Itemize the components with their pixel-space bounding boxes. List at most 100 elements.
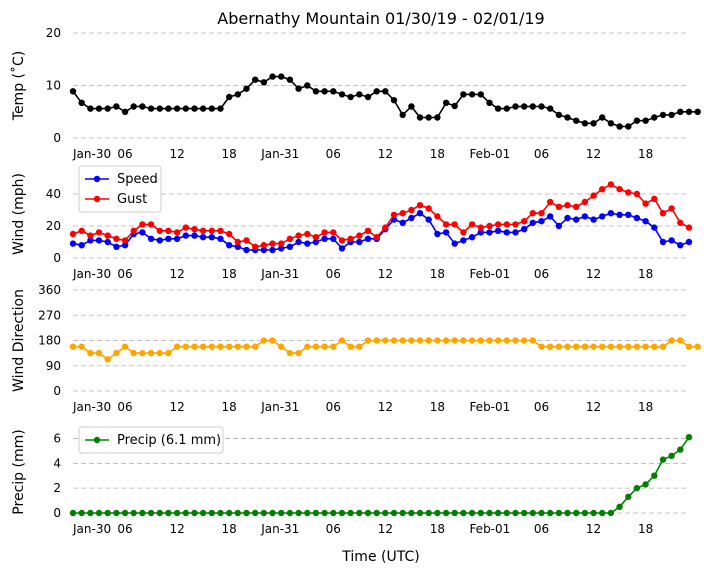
x-tick-label-precip: 18 <box>222 522 237 536</box>
data-point-dir-0-42 <box>434 337 441 344</box>
x-tick-label-precip: 12 <box>586 522 601 536</box>
data-point-precip-0-42 <box>434 509 441 517</box>
data-point-wind-0-64 <box>625 211 632 218</box>
data-point-temp-0-48 <box>486 99 493 107</box>
x-tick-label-precip: 06 <box>326 522 341 536</box>
data-point-wind-0-5 <box>113 243 120 250</box>
data-point-wind-1-45 <box>460 229 467 236</box>
data-point-wind-1-50 <box>503 221 510 228</box>
legend-precip: Precip (6.1 mm) <box>78 426 224 454</box>
data-point-temp-0-15 <box>199 105 207 112</box>
data-point-temp-0-66 <box>642 117 649 124</box>
data-point-precip-0-5 <box>113 509 120 517</box>
data-point-temp-0-56 <box>555 111 563 119</box>
x-tick-label-temp: 18 <box>222 147 237 161</box>
x-tick-label-wind: 12 <box>378 267 393 281</box>
data-point-temp-0-58 <box>573 117 580 124</box>
x-tick-label-wind: 18 <box>430 267 445 281</box>
data-point-temp-0-64 <box>625 123 632 130</box>
data-point-dir-0-47 <box>477 337 484 344</box>
data-point-dir-0-49 <box>494 337 502 344</box>
x-tick-label-precip: 06 <box>117 522 132 536</box>
data-point-dir-0-55 <box>547 343 554 350</box>
x-tick-label-wind: 18 <box>638 267 653 281</box>
data-point-wind-1-20 <box>243 237 250 244</box>
data-point-wind-0-71 <box>685 238 693 246</box>
data-point-wind-1-11 <box>165 227 172 234</box>
data-point-dir-0-30 <box>330 343 337 350</box>
data-point-precip-0-69 <box>668 452 675 459</box>
data-point-wind-1-25 <box>286 235 294 242</box>
data-point-temp-0-59 <box>581 120 589 127</box>
data-point-precip-0-70 <box>677 446 684 453</box>
legend-wind: Speed Gust <box>78 165 162 213</box>
data-point-precip-0-17 <box>217 509 224 517</box>
data-point-dir-0-68 <box>659 343 667 350</box>
data-point-dir-0-14 <box>191 343 198 350</box>
x-tick-label-dir: 06 <box>326 400 341 414</box>
y-tick-label-dir: 360 <box>38 283 61 297</box>
data-point-precip-0-31 <box>338 509 346 517</box>
data-point-temp-0-63 <box>616 123 623 130</box>
data-point-dir-0-26 <box>295 349 302 357</box>
x-tick-label-dir: 06 <box>534 400 549 414</box>
data-point-temp-0-68 <box>659 111 667 119</box>
data-point-dir-0-12 <box>173 343 181 350</box>
data-point-precip-0-51 <box>512 509 519 517</box>
data-point-wind-1-0 <box>69 230 77 238</box>
data-point-dir-0-59 <box>581 343 589 350</box>
data-point-precip-0-57 <box>564 509 571 517</box>
data-point-temp-0-0 <box>69 88 77 95</box>
data-point-dir-0-9 <box>147 349 155 357</box>
data-point-dir-0-36 <box>382 337 389 344</box>
data-point-temp-0-57 <box>564 114 571 121</box>
data-point-dir-0-71 <box>685 343 693 350</box>
data-point-dir-0-67 <box>651 343 658 350</box>
data-point-dir-0-0 <box>69 343 77 350</box>
x-tick-label-temp: Jan-31 <box>260 147 299 161</box>
data-point-wind-1-24 <box>278 240 285 247</box>
data-point-wind-0-41 <box>425 216 432 223</box>
legend-box-precip <box>78 426 224 454</box>
data-point-dir-0-51 <box>512 337 519 344</box>
data-point-temp-0-9 <box>147 105 155 112</box>
data-point-dir-0-25 <box>286 349 294 357</box>
data-point-dir-0-6 <box>121 343 129 350</box>
data-point-precip-0-39 <box>408 509 415 517</box>
data-point-temp-0-3 <box>95 105 103 112</box>
data-point-dir-0-11 <box>165 349 172 357</box>
data-point-wind-1-35 <box>373 234 380 241</box>
data-point-temp-0-36 <box>382 88 389 95</box>
data-point-wind-1-56 <box>555 203 563 210</box>
data-point-wind-0-12 <box>173 235 181 242</box>
data-point-precip-0-71 <box>685 434 693 441</box>
data-point-precip-0-8 <box>139 509 146 517</box>
data-point-dir-0-23 <box>269 337 276 344</box>
y-tick-label-dir: 270 <box>38 308 61 322</box>
y-tick-label-wind: 0 <box>53 251 61 265</box>
x-tick-label-dir: 18 <box>638 400 653 414</box>
data-point-wind-0-0 <box>69 240 77 247</box>
data-point-temp-0-46 <box>468 91 476 98</box>
data-point-wind-0-14 <box>191 232 198 239</box>
data-point-temp-0-2 <box>87 105 94 112</box>
data-point-precip-0-36 <box>382 509 389 517</box>
data-point-dir-0-43 <box>442 337 450 344</box>
panel-precip: 0 2 4 6 Precip (mm) Jan-30 06 12 18 Jan-31 06 12 18 F… <box>11 426 693 536</box>
x-tick-label-wind: Feb-01 <box>469 267 510 281</box>
data-point-wind-0-11 <box>165 235 172 242</box>
data-point-wind-1-10 <box>156 227 163 234</box>
data-point-precip-0-7 <box>130 509 137 517</box>
panel-wind: 0 20 40 Wind (mph) Jan-30 06 12 18 Jan-31 06 12 18 F… <box>11 165 693 281</box>
data-point-wind-1-63 <box>616 186 623 193</box>
data-point-wind-1-52 <box>521 218 528 225</box>
data-point-precip-0-21 <box>252 509 259 517</box>
data-point-dir-0-58 <box>573 343 580 350</box>
data-point-wind-0-68 <box>659 238 667 246</box>
data-point-wind-0-53 <box>529 219 536 226</box>
data-point-temp-0-43 <box>442 99 450 107</box>
data-point-wind-1-4 <box>104 232 111 239</box>
x-tick-label-wind: 12 <box>586 267 601 281</box>
data-point-temp-0-33 <box>356 91 363 98</box>
data-point-wind-1-2 <box>87 232 94 239</box>
